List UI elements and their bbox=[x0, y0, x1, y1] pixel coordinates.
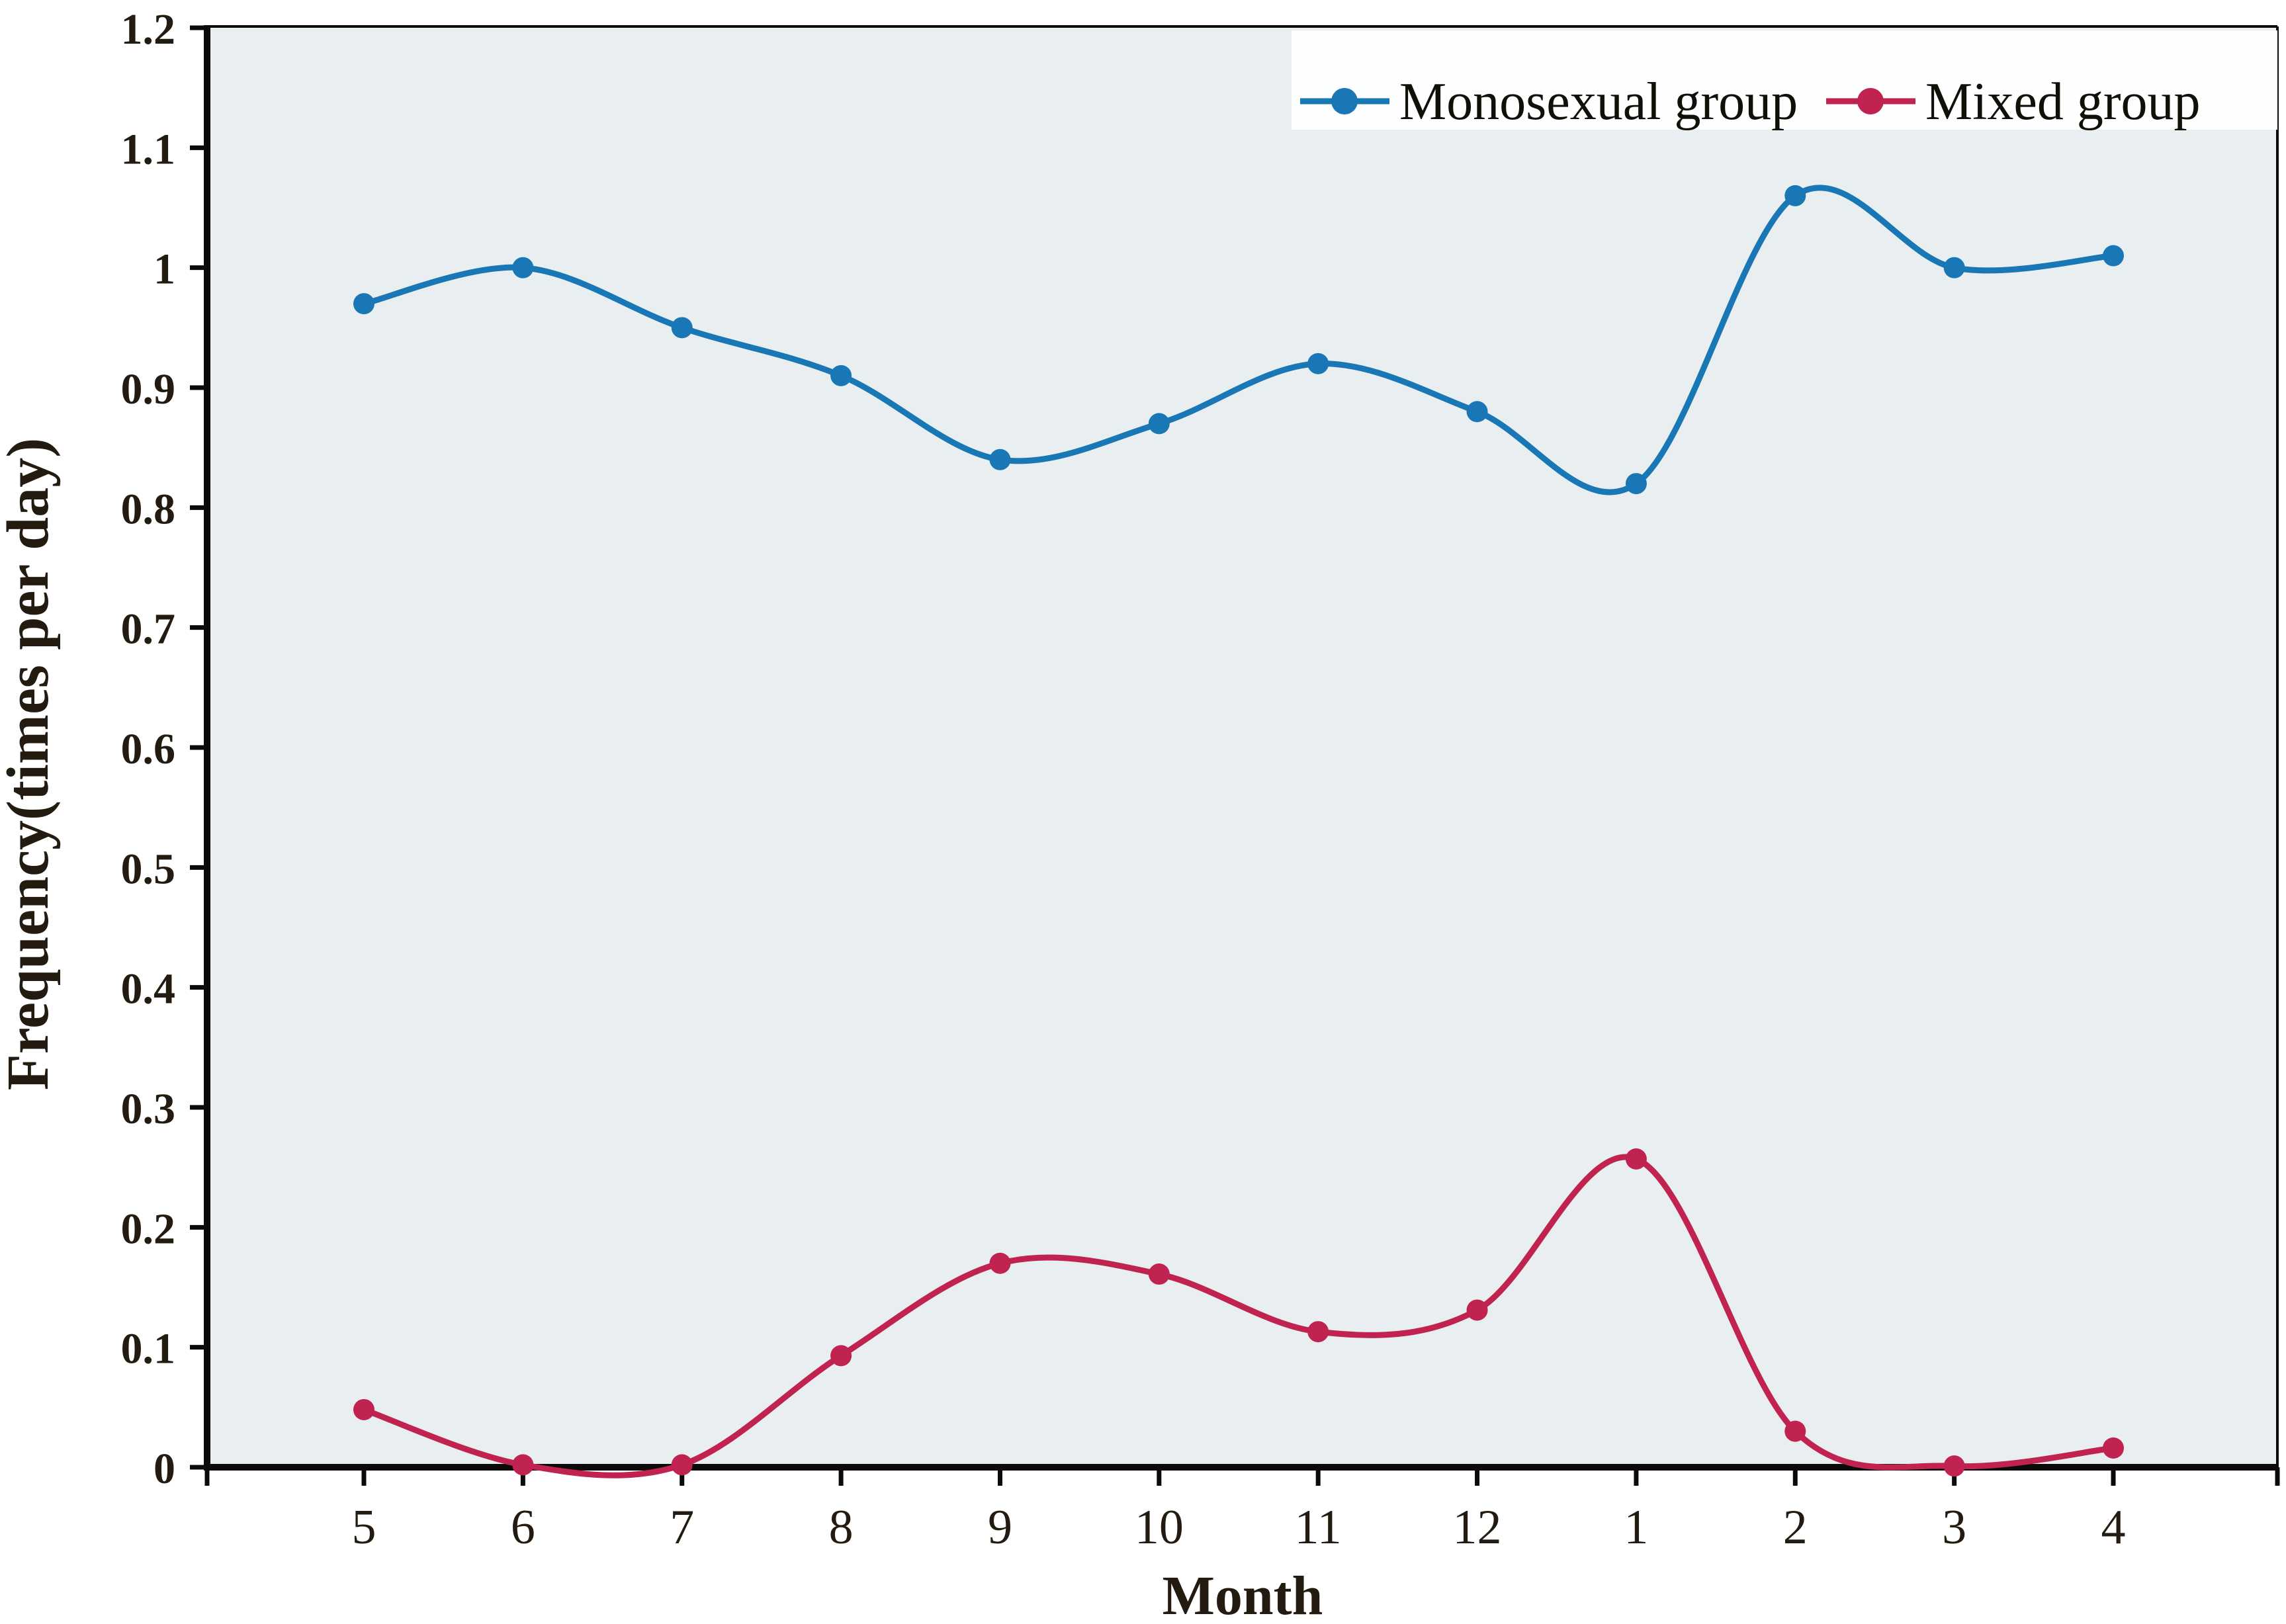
x-tick-label: 4 bbox=[2101, 1500, 2126, 1555]
data-point-marker bbox=[2103, 1437, 2124, 1459]
y-tick-label: 0 bbox=[154, 1445, 175, 1493]
x-tick-label: 3 bbox=[1942, 1500, 1966, 1555]
y-tick-label: 1 bbox=[154, 245, 175, 294]
y-tick-label: 0.5 bbox=[121, 845, 176, 893]
x-tick-label: 6 bbox=[511, 1500, 535, 1555]
data-point-marker bbox=[1307, 1321, 1329, 1343]
data-point-marker bbox=[1466, 1299, 1488, 1321]
y-tick-label: 0.9 bbox=[121, 365, 176, 413]
data-point-marker bbox=[512, 257, 534, 278]
y-axis-title: Frequency(times per day) bbox=[0, 438, 61, 1091]
data-point-marker bbox=[989, 449, 1011, 470]
legend-dot bbox=[1857, 88, 1884, 114]
x-tick-label: 8 bbox=[829, 1500, 854, 1555]
y-tick-label: 0.2 bbox=[121, 1205, 176, 1253]
y-tick-label: 1.1 bbox=[121, 125, 176, 173]
data-point-marker bbox=[989, 1252, 1011, 1274]
legend: Monosexual group Mixed group bbox=[1292, 30, 2277, 131]
data-point-marker bbox=[512, 1454, 534, 1476]
y-tick-label: 1.2 bbox=[121, 5, 176, 54]
x-tick-label: 5 bbox=[352, 1500, 376, 1555]
series-monosexual bbox=[353, 185, 2124, 495]
data-point-marker bbox=[1148, 1263, 1170, 1285]
x-axis-tick-labels: 5 6 7 8 9 10 11 12 1 2 3 4 bbox=[352, 1500, 2126, 1555]
x-tick-label: 11 bbox=[1295, 1500, 1342, 1555]
series-mixed bbox=[353, 1148, 2124, 1478]
data-point-marker bbox=[1307, 353, 1329, 374]
data-point-marker bbox=[1148, 413, 1170, 435]
data-point-marker bbox=[1625, 473, 1647, 495]
data-point-marker bbox=[1943, 257, 1965, 278]
legend-marker-mixed bbox=[1826, 88, 1915, 114]
y-tick-label: 0.6 bbox=[121, 725, 176, 773]
legend-label-mixed: Mixed group bbox=[1925, 73, 2201, 131]
plot-background bbox=[207, 28, 2277, 1467]
data-point-marker bbox=[1784, 1420, 1806, 1442]
x-tick-label: 9 bbox=[988, 1500, 1012, 1555]
data-series bbox=[353, 185, 2124, 1478]
data-point-marker bbox=[2103, 245, 2124, 267]
data-point-marker bbox=[1784, 185, 1806, 206]
data-point-marker bbox=[353, 293, 374, 315]
legend-dot bbox=[1331, 88, 1358, 114]
data-point-marker bbox=[1943, 1455, 1965, 1477]
y-axis-ticks bbox=[190, 25, 207, 1470]
x-tick-label: 10 bbox=[1135, 1500, 1184, 1555]
y-tick-label: 0.8 bbox=[121, 485, 176, 533]
y-axis-tick-labels: 0 0.1 0.2 0.3 0.4 0.5 0.6 0.7 0.8 0.9 1 1.1 1.2 bbox=[121, 5, 176, 1493]
x-axis-ticks bbox=[204, 1467, 2280, 1486]
axis-titles: Frequency(times per day) Month bbox=[0, 438, 1323, 1624]
data-point-marker bbox=[671, 317, 693, 339]
y-tick-label: 0.4 bbox=[121, 965, 176, 1013]
legend-marker-monosexual bbox=[1300, 88, 1389, 114]
data-point-marker bbox=[353, 1398, 374, 1420]
data-point-marker bbox=[1625, 1148, 1647, 1170]
x-tick-label: 7 bbox=[670, 1500, 694, 1555]
x-tick-label: 12 bbox=[1453, 1500, 1502, 1555]
data-point-marker bbox=[1466, 401, 1488, 423]
plot-area bbox=[207, 28, 2277, 1467]
x-tick-label: 1 bbox=[1624, 1500, 1648, 1555]
y-tick-label: 0.1 bbox=[121, 1325, 176, 1373]
data-point-marker bbox=[830, 1345, 852, 1367]
legend-background bbox=[1292, 30, 2277, 130]
x-axis-title: Month bbox=[1163, 1565, 1323, 1624]
data-point-marker bbox=[671, 1454, 693, 1476]
data-point-marker bbox=[830, 364, 852, 386]
x-tick-label: 2 bbox=[1783, 1500, 1808, 1555]
y-tick-label: 0.3 bbox=[121, 1085, 176, 1133]
y-tick-label: 0.7 bbox=[121, 605, 176, 654]
legend-label-monosexual: Monosexual group bbox=[1399, 73, 1798, 131]
